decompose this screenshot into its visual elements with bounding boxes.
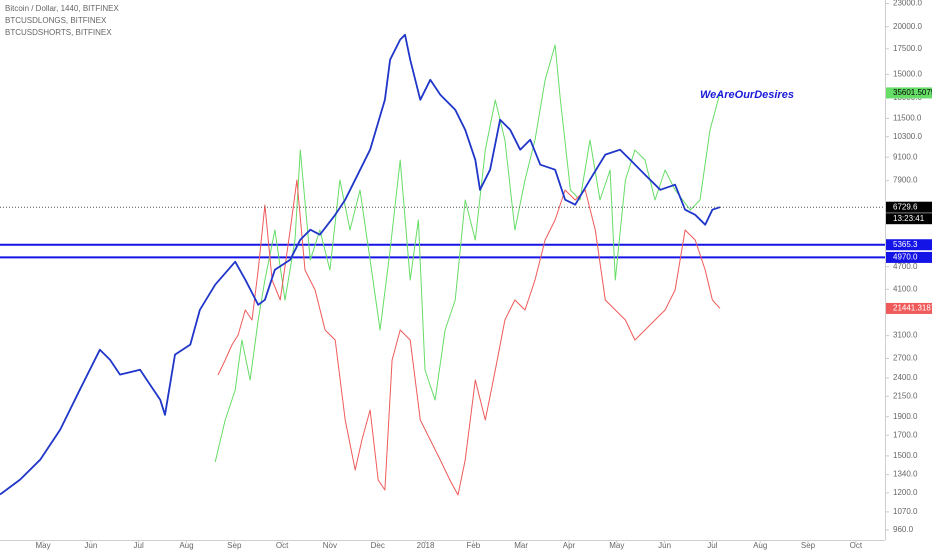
y-tick-label: 1200.0 xyxy=(893,488,918,497)
y-tick-label: 9100.0 xyxy=(893,152,918,161)
price-label-box xyxy=(886,251,932,263)
x-tick-label: Aug xyxy=(179,541,193,550)
y-tick-label: 1500.0 xyxy=(893,451,918,460)
x-tick-label: 2018 xyxy=(417,541,435,550)
legend-entry: BTCUSDSHORTS, BITFINEX xyxy=(5,28,112,37)
y-tick-label: 1070.0 xyxy=(893,507,918,516)
y-tick-label: 11500.0 xyxy=(893,114,922,123)
last-value-label: 35601.5075 xyxy=(893,88,932,97)
series-line xyxy=(214,44,721,463)
x-tick-label: Jun xyxy=(84,541,97,550)
x-tick-label: Sep xyxy=(801,541,816,550)
last-value-box xyxy=(886,302,932,314)
x-tick-label: Mar xyxy=(514,541,528,550)
last-value-box xyxy=(886,87,932,99)
y-tick-label: 1700.0 xyxy=(893,430,918,439)
x-tick-label: Oct xyxy=(276,541,289,550)
x-tick-label: May xyxy=(35,541,50,550)
y-tick-label: 3100.0 xyxy=(893,331,918,340)
series-line xyxy=(217,179,721,496)
y-tick-label: 2150.0 xyxy=(893,391,918,400)
y-tick-label: 4100.0 xyxy=(893,284,918,293)
y-tick-label: 960.0 xyxy=(893,525,914,534)
series-line xyxy=(0,33,721,496)
x-tick-label: Apr xyxy=(563,541,576,550)
x-tick-label: Jul xyxy=(707,541,717,550)
price-label: 4970.0 xyxy=(893,253,918,262)
y-tick-label: 23000.0 xyxy=(893,0,922,8)
y-tick-label: 10300.0 xyxy=(893,132,922,141)
price-label-box xyxy=(886,239,932,251)
last-value-label: 6729.6 xyxy=(893,202,918,211)
x-tick-label: May xyxy=(609,541,624,550)
legend-entry: Bitcoin / Dollar, 1440, BITFINEX xyxy=(5,4,119,13)
annotation: WeAreOurDesires xyxy=(700,89,794,101)
y-tick-label: 4700.0 xyxy=(893,262,918,271)
y-tick-label: 2400.0 xyxy=(893,373,918,382)
last-value-label: 21441.3187 xyxy=(893,304,932,313)
x-tick-label: Jul xyxy=(134,541,144,550)
y-tick-label: 1340.0 xyxy=(893,470,918,479)
y-tick-label: 7900.0 xyxy=(893,176,918,185)
x-tick-label: Jun xyxy=(658,541,671,550)
x-tick-label: Feb xyxy=(466,541,480,550)
countdown-box xyxy=(886,213,932,225)
y-tick-label: 17500.0 xyxy=(893,44,922,53)
x-tick-label: Nov xyxy=(323,541,337,550)
x-tick-label: Aug xyxy=(753,541,767,550)
y-tick-label: 2700.0 xyxy=(893,354,918,363)
x-tick-label: Oct xyxy=(850,541,863,550)
countdown-label: 13:23:41 xyxy=(893,214,925,223)
y-tick-label: 20000.0 xyxy=(893,22,922,31)
y-tick-label: 15000.0 xyxy=(893,69,922,78)
x-tick-label: Sep xyxy=(227,541,242,550)
price-label: 5365.3 xyxy=(893,240,918,249)
x-tick-label: Dec xyxy=(371,541,385,550)
last-value-box xyxy=(886,201,932,213)
y-tick-label: 1900.0 xyxy=(893,412,918,421)
legend-entry: BTCUSDLONGS, BITFINEX xyxy=(5,16,107,25)
